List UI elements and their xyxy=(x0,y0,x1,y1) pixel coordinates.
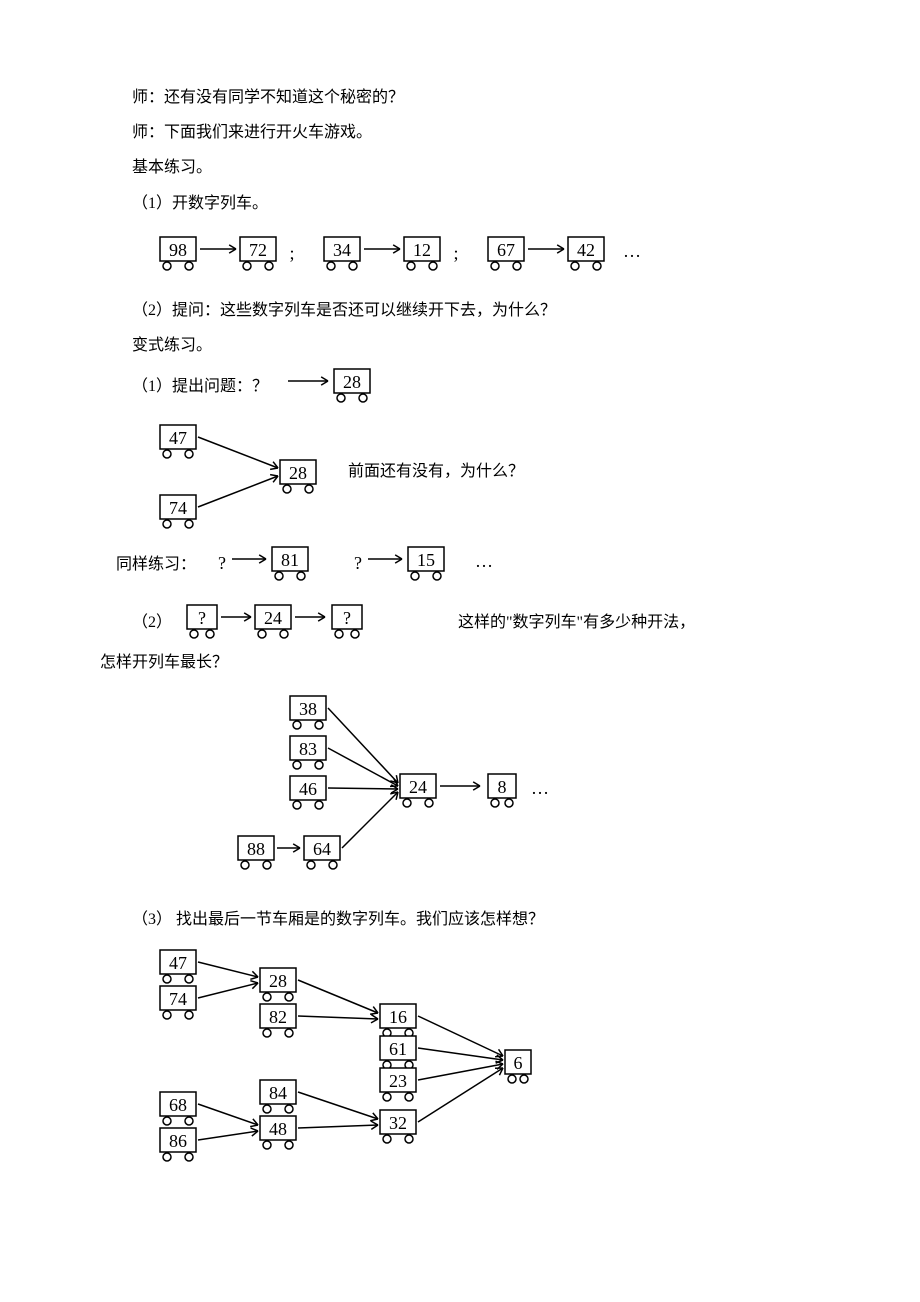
svg-text:前面还有没有，为什么？: 前面还有没有，为什么？ xyxy=(348,462,524,480)
q2-tail-text: 这样的"数字列车"有多少种开法， xyxy=(426,605,695,640)
svg-text:12: 12 xyxy=(413,240,431,260)
svg-text:?: ? xyxy=(198,608,206,628)
text-line: 怎样开列车最长？ xyxy=(100,645,820,680)
text-line: 变式练习。 xyxy=(100,328,820,363)
text-line: 师：还有没有同学不知道这个秘密的？ xyxy=(100,80,820,115)
svg-text:?: ? xyxy=(218,553,226,573)
svg-text:61: 61 xyxy=(389,1039,407,1059)
svg-text:28: 28 xyxy=(269,971,287,991)
svg-text:6: 6 xyxy=(514,1053,523,1073)
svg-text:74: 74 xyxy=(169,989,187,1009)
train-row-1: 98 72; 34 12; 67 42 … xyxy=(148,227,820,287)
svg-text:?: ? xyxy=(354,553,362,573)
svg-text:24: 24 xyxy=(409,777,427,797)
tree-diagram-3: 47 74 28 82 68 86 84 48 16 61 23 32 6 xyxy=(148,944,820,1174)
text-line: 师：下面我们来进行开火车游戏。 xyxy=(100,115,820,150)
svg-text:72: 72 xyxy=(249,240,267,260)
svg-text:28: 28 xyxy=(343,372,361,392)
svg-text:28: 28 xyxy=(289,463,307,483)
svg-text:24: 24 xyxy=(264,608,282,628)
q1-label: （1）提出问题：？ xyxy=(100,369,268,404)
merge-47-74-28: 47 74 28 前面还有没有，为什么？ xyxy=(148,415,820,535)
text-line: （1）开数字列车。 xyxy=(100,186,820,221)
svg-text:74: 74 xyxy=(169,498,187,518)
svg-text:47: 47 xyxy=(169,428,187,448)
svg-text:81: 81 xyxy=(281,550,299,570)
svg-text:38: 38 xyxy=(299,699,317,719)
svg-text:82: 82 xyxy=(269,1007,287,1027)
variation-1-question: （1）提出问题：？ 28 xyxy=(100,363,820,409)
svg-text:…: … xyxy=(475,551,493,571)
text-line: （3） 找出最后一节车厢是的数字列车。我们应该怎样想？ xyxy=(100,902,820,937)
svg-text:47: 47 xyxy=(169,953,187,973)
svg-text:8: 8 xyxy=(498,777,507,797)
text-line: （2）提问：这些数字列车是否还可以继续开下去，为什么？ xyxy=(100,293,820,328)
svg-text:32: 32 xyxy=(389,1113,407,1133)
svg-text:;: ; xyxy=(453,243,458,263)
q2-label: （2） xyxy=(100,605,172,640)
tree-diagram-2: 38 83 46 88 64 24 8 … xyxy=(228,686,820,896)
svg-text:86: 86 xyxy=(169,1131,187,1151)
svg-text:88: 88 xyxy=(247,839,265,859)
svg-text:64: 64 xyxy=(313,839,331,859)
svg-text:34: 34 xyxy=(333,240,351,260)
svg-text:83: 83 xyxy=(299,739,317,759)
svg-text:84: 84 xyxy=(269,1083,287,1103)
svg-text:98: 98 xyxy=(169,240,187,260)
same-practice-row: 同样练习： ? 81? 15 … xyxy=(100,541,820,587)
svg-text:16: 16 xyxy=(389,1007,407,1027)
same-label: 同样练习： xyxy=(100,547,196,582)
svg-text:48: 48 xyxy=(269,1119,287,1139)
variation-2-line: （2） ? 24? 这样的"数字列车"有多少种开法， xyxy=(100,599,820,645)
svg-text:…: … xyxy=(623,241,641,261)
svg-text:?: ? xyxy=(343,608,351,628)
svg-text:15: 15 xyxy=(417,550,435,570)
svg-text:46: 46 xyxy=(299,779,317,799)
svg-text:…: … xyxy=(531,778,549,798)
svg-text:42: 42 xyxy=(577,240,595,260)
svg-text:68: 68 xyxy=(169,1095,187,1115)
svg-text:;: ; xyxy=(289,243,294,263)
svg-text:23: 23 xyxy=(389,1071,407,1091)
svg-text:67: 67 xyxy=(497,240,515,260)
text-line: 基本练习。 xyxy=(100,150,820,185)
